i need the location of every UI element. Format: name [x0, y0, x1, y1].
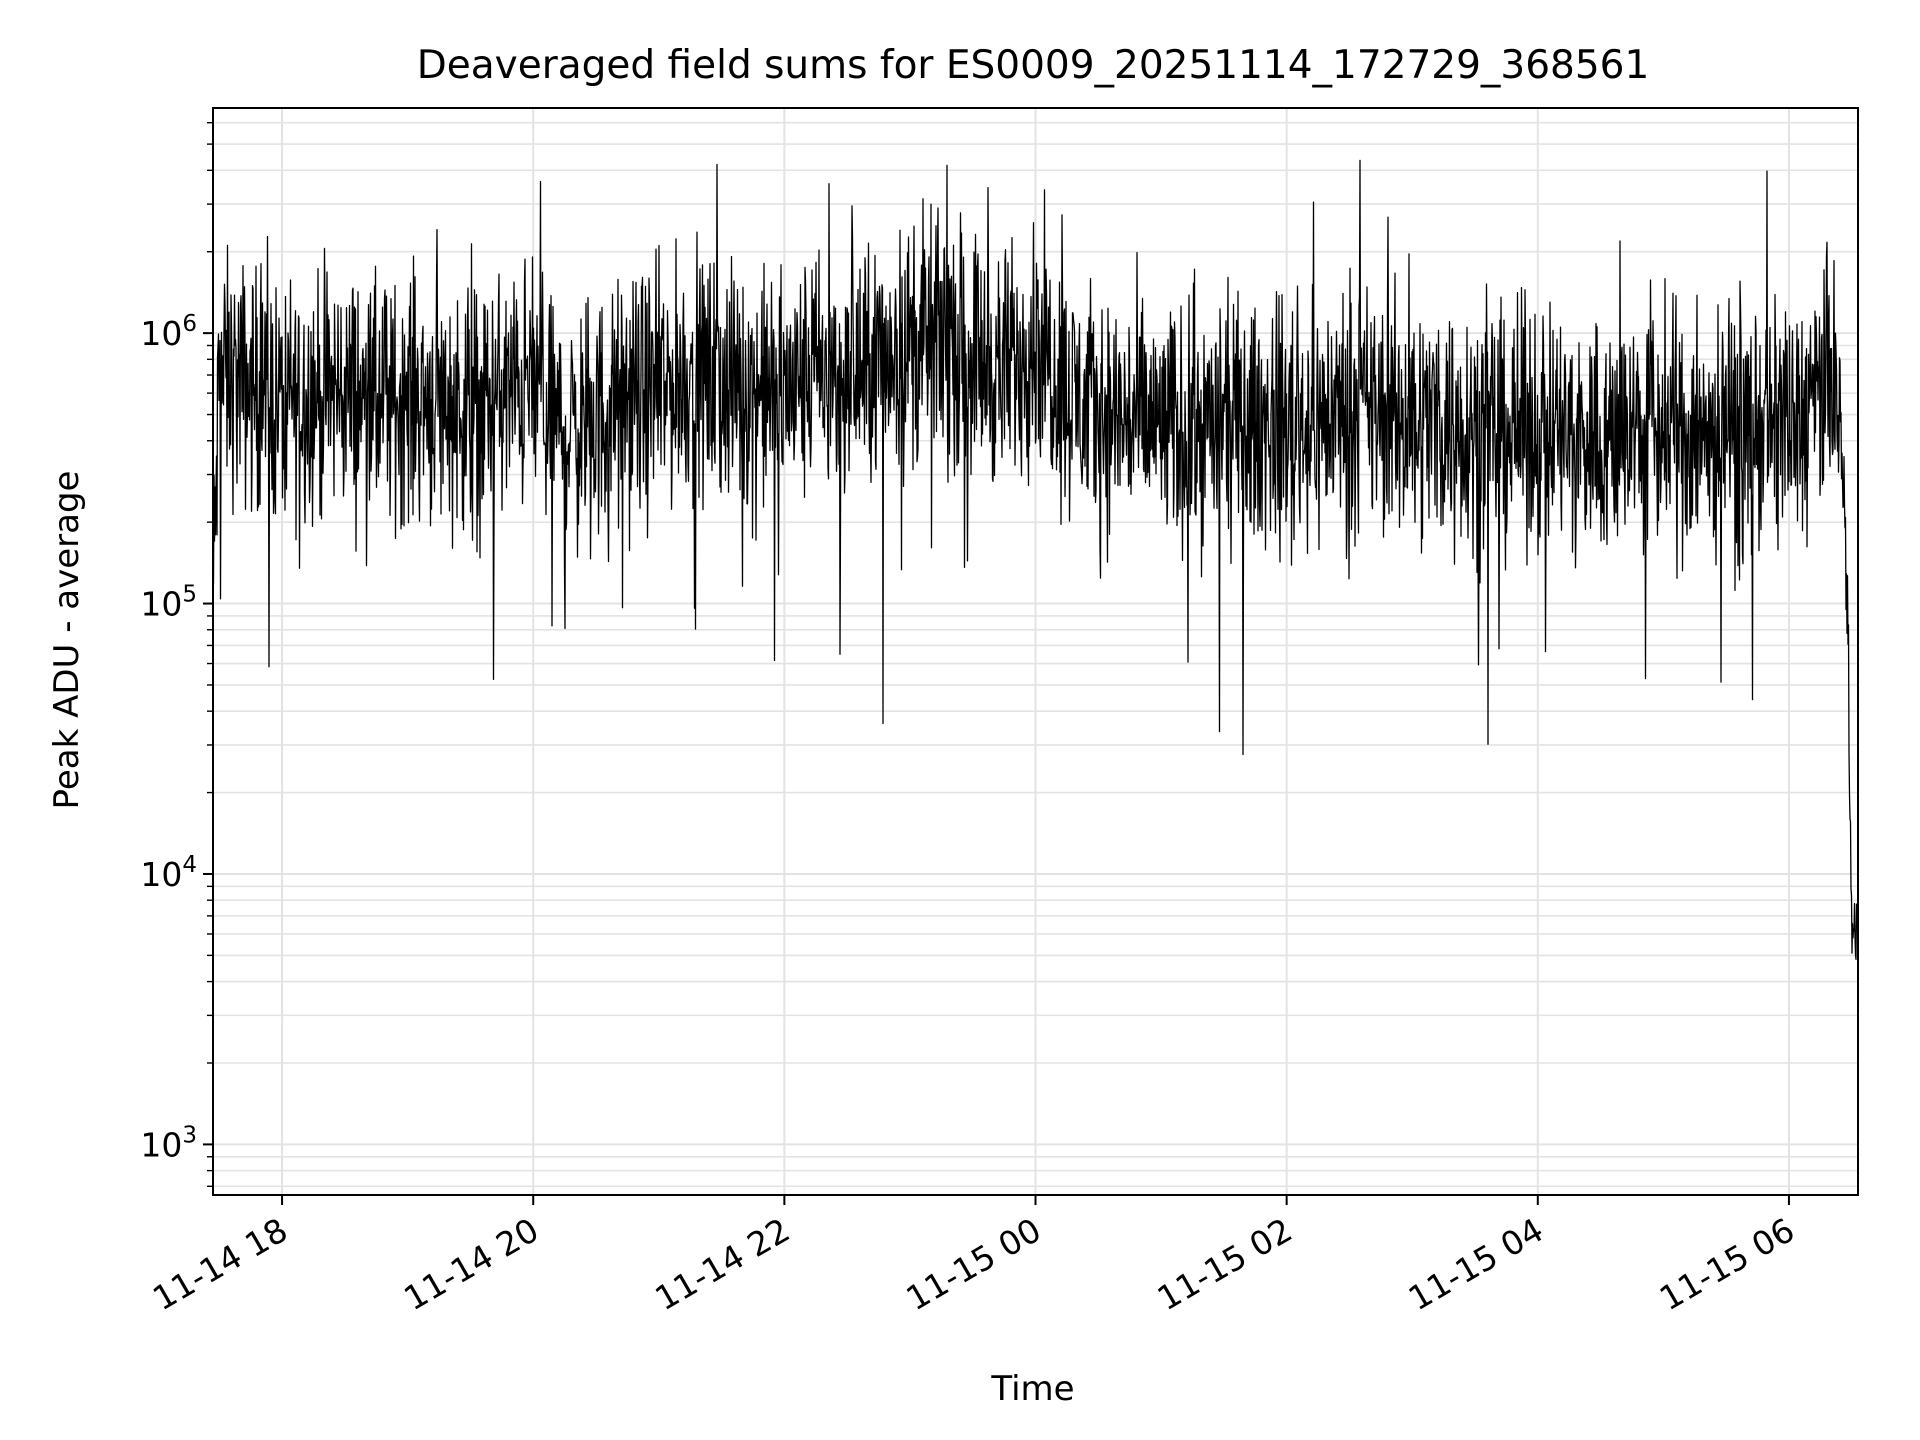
data-layer	[212, 159, 1859, 968]
chart-title: Deaveraged field sums for ES0009_2025111…	[417, 43, 1650, 88]
y-tick-label: 106	[140, 311, 197, 353]
series-line	[212, 159, 1859, 968]
x-axis-label: Time	[990, 1369, 1074, 1409]
grid	[213, 108, 1858, 1195]
y-tick-label: 105	[140, 582, 197, 624]
y-tick-label: 104	[140, 852, 197, 894]
y-axis-label: Peak ADU - average	[47, 471, 87, 810]
y-tick-label: 103	[140, 1122, 197, 1164]
